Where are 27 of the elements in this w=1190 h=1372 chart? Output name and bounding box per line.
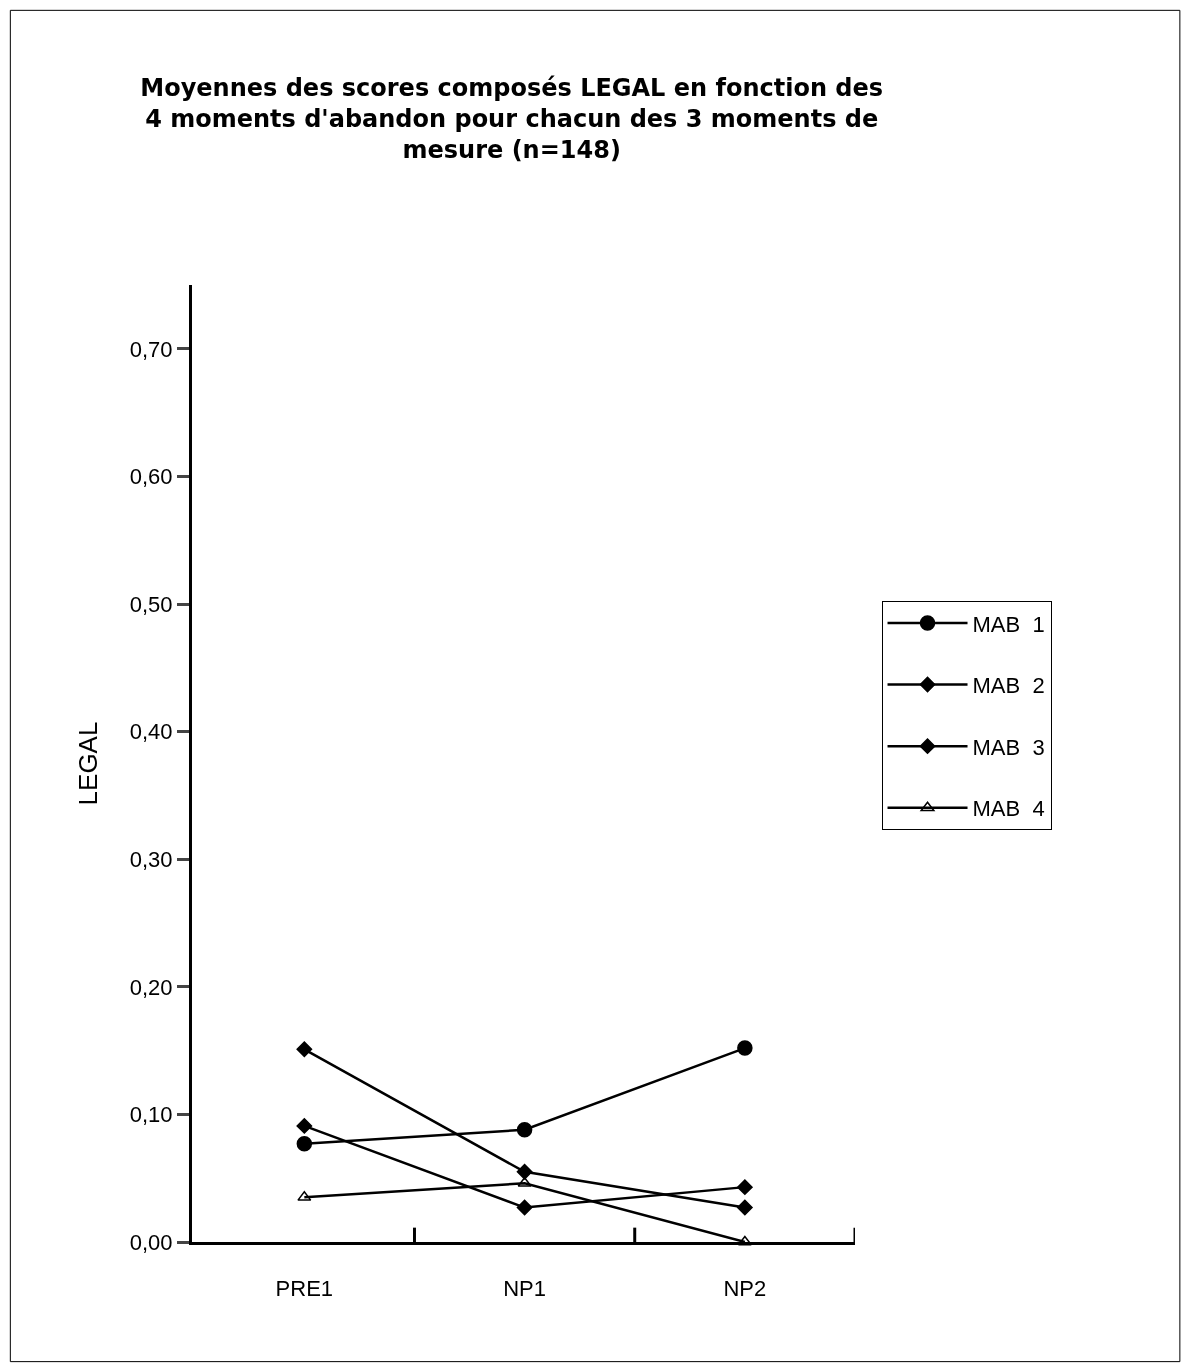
point [736, 1199, 753, 1216]
x-tick-label: NP1 [503, 1276, 546, 1302]
x-tick-label: PRE1 [275, 1276, 334, 1302]
point [296, 1136, 313, 1152]
point [736, 1179, 753, 1196]
y-tick-label: 0,60 [129, 464, 173, 490]
point [296, 1117, 313, 1134]
legend-label: MAB 1 [972, 611, 1045, 637]
y-tick-label: 0,10 [129, 1102, 173, 1128]
y-tick-label: 0,30 [129, 846, 173, 872]
point [737, 1040, 753, 1056]
x-tick-label: NP2 [723, 1276, 767, 1302]
point [516, 1121, 533, 1138]
legend-label: MAB 3 [972, 734, 1045, 760]
y-tick-label: 0,40 [129, 719, 173, 745]
point [737, 1235, 752, 1246]
y-tick-label: 0,20 [129, 974, 173, 1000]
y-tick-label: 0,70 [129, 336, 173, 362]
chart-title: Moyennes des scores composés LEGAL en fonction des 4 moments d'abandon pour chacun des 3 moments de mesure (n=148) [140, 74, 884, 165]
y-axis-title: LEGAL [73, 721, 104, 806]
y-tick-label: 0,50 [129, 591, 173, 617]
point [296, 1041, 313, 1058]
y-tick-label: 0,00 [129, 1229, 173, 1255]
legend-label: MAB 2 [972, 673, 1045, 699]
point [516, 1163, 533, 1180]
point [516, 1199, 533, 1216]
legend-label: MAB 4 [972, 796, 1045, 822]
